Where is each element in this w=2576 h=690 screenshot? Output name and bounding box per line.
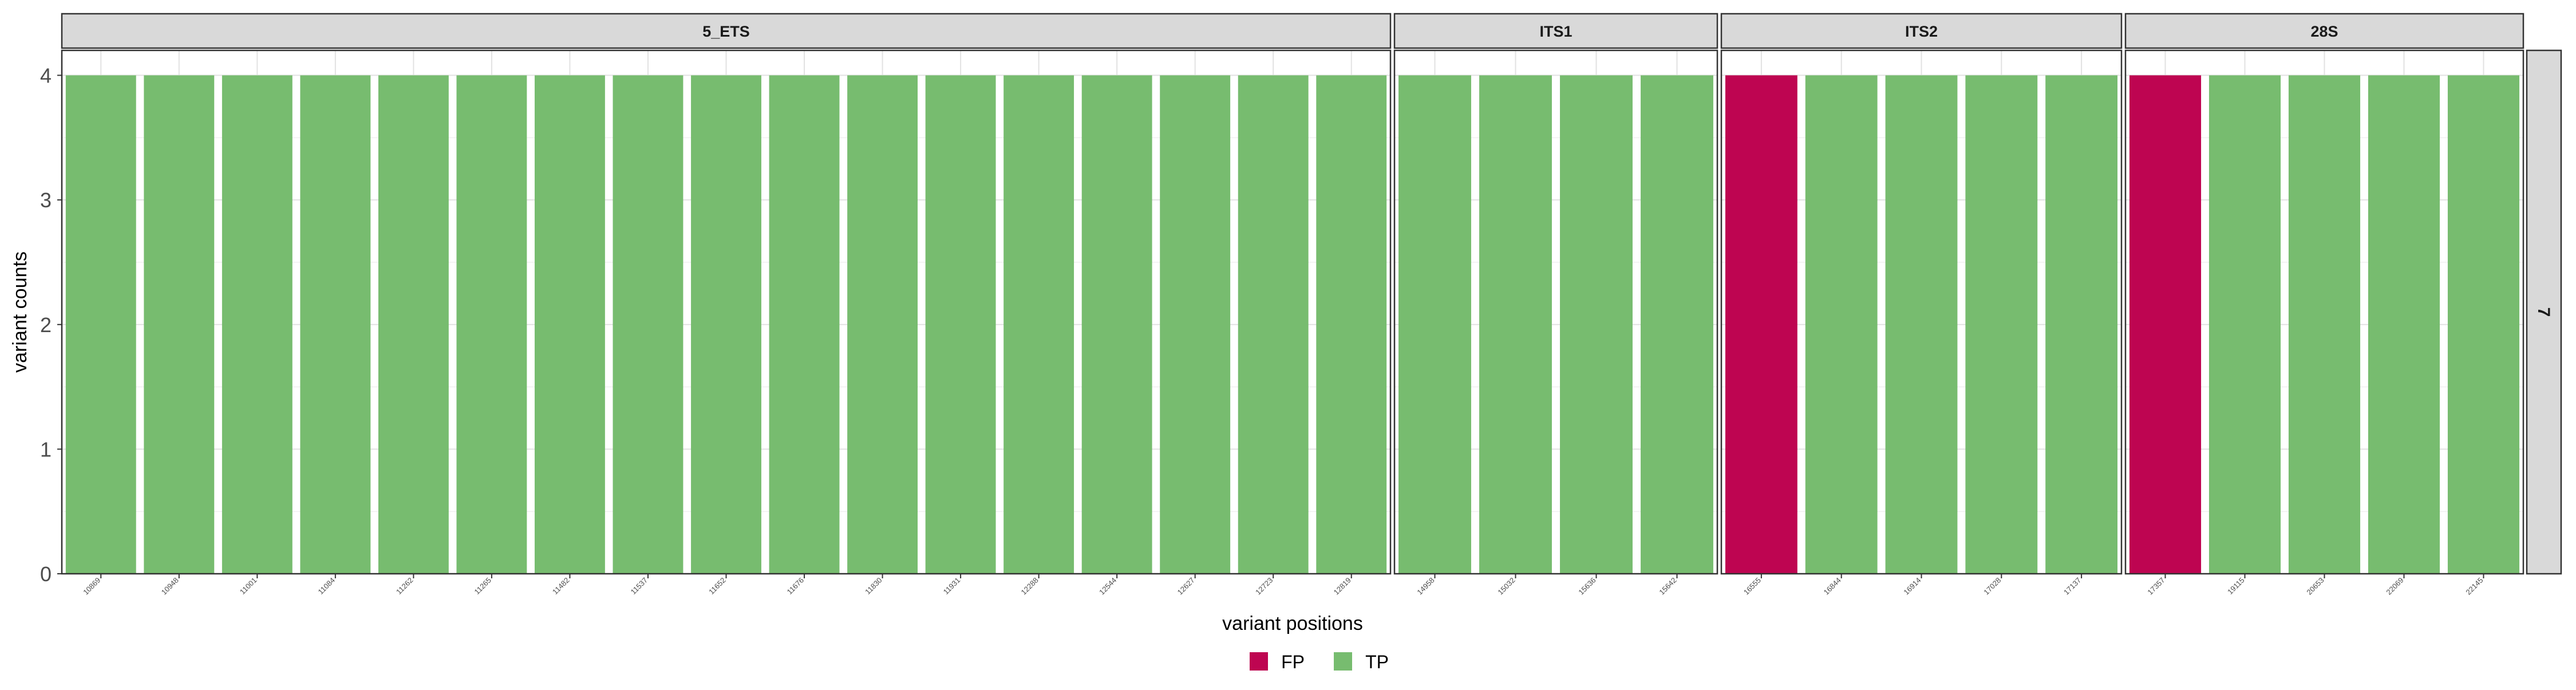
x-tick-label: 12819 — [1332, 576, 1353, 597]
legend-label: FP — [1281, 652, 1305, 672]
y-tick-label: 4 — [40, 64, 52, 88]
x-tick-label: 17028 — [1982, 576, 2002, 597]
bar — [1081, 75, 1152, 574]
row-strip — [2526, 49, 2562, 575]
x-tick-label: 11537 — [629, 576, 649, 596]
bar — [1560, 75, 1633, 574]
x-tick-label: 15636 — [1577, 576, 1597, 597]
facet-strip — [61, 13, 1392, 49]
bar — [1398, 75, 1471, 574]
x-tick-label: 11265 — [473, 576, 493, 596]
x-tick-label: 11001 — [238, 576, 258, 596]
bar — [144, 75, 215, 574]
bar — [1805, 75, 1878, 574]
facet-strip-label: ITS1 — [1539, 23, 1572, 40]
x-tick-label: 20653 — [2305, 576, 2325, 597]
y-tick-label: 0 — [40, 562, 52, 586]
bar — [1160, 75, 1231, 574]
x-tick-label: 11084 — [316, 576, 336, 596]
legend-swatch — [1334, 652, 1352, 671]
x-tick-label: 11830 — [863, 576, 883, 596]
bar — [1885, 75, 1958, 574]
facet-strip-label: 28S — [2310, 23, 2338, 40]
bar — [1316, 75, 1387, 574]
x-tick-label: 11676 — [785, 576, 805, 596]
y-tick-label: 3 — [40, 188, 52, 212]
bar — [1725, 75, 1797, 574]
bar — [65, 75, 136, 574]
facet-strip-label: ITS2 — [1905, 23, 1938, 40]
x-tick-label: 12723 — [1254, 576, 1274, 597]
bar — [2129, 75, 2202, 574]
bar — [2288, 75, 2361, 574]
bar — [2447, 75, 2520, 574]
x-tick-label: 16844 — [1822, 576, 1843, 597]
panel-border — [1393, 49, 1718, 575]
bar — [925, 75, 996, 574]
bar — [1003, 75, 1074, 574]
x-tick-label: 11482 — [551, 576, 571, 596]
bar — [1479, 75, 1552, 574]
x-tick-label: 19115 — [2226, 576, 2246, 596]
facet-strip-label: 5_ETS — [702, 23, 750, 40]
x-tick-label: 12288 — [1020, 576, 1040, 597]
facet-strip — [1393, 13, 1718, 49]
x-tick-label: 22069 — [2384, 576, 2405, 597]
x-tick-label: 12544 — [1097, 576, 1118, 597]
legend-label: TP — [1365, 652, 1389, 672]
x-tick-label: 14958 — [1415, 576, 1436, 597]
bar — [222, 75, 293, 574]
x-tick-label: 10869 — [81, 576, 102, 597]
bar — [691, 75, 761, 574]
x-tick-label: 12627 — [1176, 576, 1196, 597]
x-tick-label: 15032 — [1496, 576, 1516, 597]
y-axis-title: variant counts — [9, 251, 31, 373]
bar — [456, 75, 527, 574]
bar — [378, 75, 449, 574]
x-tick-label: 15642 — [1657, 576, 1678, 597]
x-tick-label: 22145 — [2464, 576, 2484, 597]
bar — [2208, 75, 2281, 574]
bar — [847, 75, 918, 574]
row-strip-label: 7 — [2534, 307, 2553, 317]
x-tick-label: 11931 — [942, 576, 962, 596]
facet-strip — [2124, 13, 2524, 49]
x-tick-label: 17137 — [2062, 576, 2083, 597]
bar — [613, 75, 683, 574]
bar — [1965, 75, 2038, 574]
bar — [1641, 75, 1713, 574]
x-tick-label: 11652 — [707, 576, 727, 596]
bar — [535, 75, 605, 574]
legend-swatch — [1250, 652, 1268, 671]
y-tick-label: 2 — [40, 313, 52, 337]
x-tick-label: 17357 — [2146, 576, 2166, 597]
x-tick-label: 16914 — [1902, 576, 1922, 597]
facet-strip — [1720, 13, 2123, 49]
x-tick-label: 10948 — [160, 576, 180, 597]
x-tick-label: 16555 — [1742, 576, 1763, 597]
bar — [2368, 75, 2440, 574]
bar — [1238, 75, 1309, 574]
x-axis-title: variant positions — [1222, 613, 1363, 634]
bar — [769, 75, 840, 574]
bar — [2045, 75, 2118, 574]
x-tick-label: 11262 — [394, 576, 414, 596]
bar — [300, 75, 371, 574]
y-tick-label: 1 — [40, 437, 52, 461]
